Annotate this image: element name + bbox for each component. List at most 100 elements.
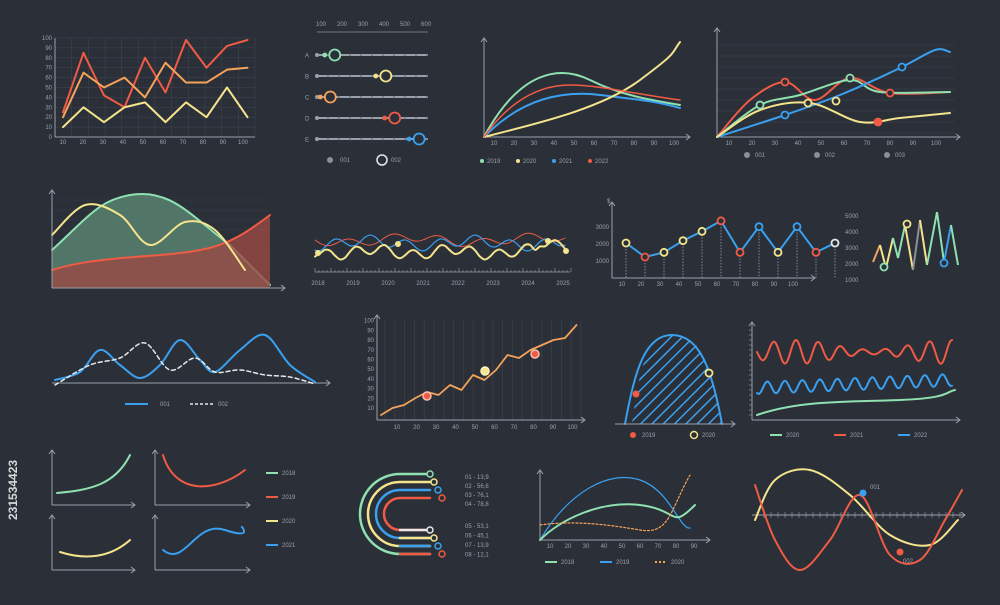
radial-bar xyxy=(366,480,432,548)
y-tick-label: 50 xyxy=(45,86,52,92)
data-point xyxy=(621,238,631,248)
legend-label: 2020 xyxy=(671,560,685,566)
y-axis-arrow xyxy=(480,37,488,43)
legend-marker xyxy=(744,152,750,158)
legend-marker xyxy=(630,432,636,438)
x-axis-arrow xyxy=(245,501,251,509)
y-tick-label: 20 xyxy=(45,115,52,121)
chart-slider-set: 100 200 300 400 500 600 A B C D E 001 002 xyxy=(305,22,432,166)
x-tick-label: 30 xyxy=(772,141,779,147)
x-tick-label: 2025 xyxy=(556,281,570,287)
data-point xyxy=(563,248,569,254)
chart-curves-dashed: 10 20 30 40 50 60 70 80 90 2018 2019 2020 xyxy=(536,469,711,566)
x-tick-label: 40 xyxy=(120,140,127,146)
y-axis-arrow xyxy=(151,514,159,520)
slider-label: A xyxy=(305,54,309,60)
data-point xyxy=(632,390,640,398)
radial-label: 08 - 12,1 xyxy=(465,553,489,559)
chart-timeline-wave: 2018 2019 2020 2021 2022 2023 2024 2025 xyxy=(311,232,572,287)
series-line-2022 xyxy=(756,373,953,395)
y-tick-label: 4000 xyxy=(845,230,859,236)
bar-end xyxy=(430,534,438,542)
slider-start xyxy=(315,53,319,57)
data-point xyxy=(659,247,669,257)
data-point xyxy=(845,73,855,83)
y-tick-label: 80 xyxy=(45,56,52,62)
legend-label: 2018 xyxy=(561,560,575,566)
legend-marker xyxy=(884,152,890,158)
chart-rising-grid: 10 20 30 40 50 60 70 80 90 100 10 20 30 40 50 60 70 80 90 1… xyxy=(364,314,586,431)
y-tick-label: 90 xyxy=(367,328,374,334)
x-tick-label: 20 xyxy=(638,282,645,288)
radial-bar xyxy=(374,488,432,540)
x-tick-label: 20 xyxy=(80,140,87,146)
series-line-2020 xyxy=(756,389,956,416)
chart-wave-dashed: 001 002 xyxy=(52,333,331,408)
slider-start xyxy=(315,137,319,141)
bar-end xyxy=(438,494,446,502)
series-line-yellow xyxy=(483,41,681,138)
slider-handle xyxy=(412,132,426,146)
y-tick-label: 40 xyxy=(45,95,52,101)
y-axis-arrow xyxy=(48,189,56,195)
y-axis-arrow xyxy=(151,449,159,455)
data-point xyxy=(831,96,841,106)
x-tick-label: 80 xyxy=(200,140,207,146)
x-tick-label: 100 xyxy=(669,141,680,147)
chart-zigzag-dollar: $1000 2000 3000 10 20 30 40 50 60 70 80 90 100 xyxy=(596,199,840,288)
y-tick-label: 3000 xyxy=(596,225,610,231)
x-tick-label: 90 xyxy=(220,140,227,146)
x-tick-label: 80 xyxy=(887,141,894,147)
y-tick-label: 60 xyxy=(367,358,374,364)
legend-label: 2021 xyxy=(850,433,864,439)
series-line-orange xyxy=(380,324,578,416)
x-tick-label: 60 xyxy=(714,282,721,288)
x-tick-label: 60 xyxy=(160,140,167,146)
legend-label: 001 xyxy=(755,153,766,159)
series-line-blue xyxy=(314,234,566,252)
x-tick-label: 80 xyxy=(673,544,680,550)
legend-label: 002 xyxy=(825,153,836,159)
y-tick-label: 3000 xyxy=(845,246,859,252)
series-line-002 xyxy=(54,342,316,386)
y-axis-arrow xyxy=(608,201,616,207)
y-tick-label: 70 xyxy=(367,348,374,354)
legend-marker xyxy=(480,159,484,163)
series-segment xyxy=(897,224,906,259)
x-tick-label: 100 xyxy=(567,425,578,431)
x-tick-label: 20 xyxy=(511,141,518,147)
series-line-yellow xyxy=(716,101,951,138)
series-line-yellow xyxy=(62,86,249,129)
series-line-2019 xyxy=(539,476,691,541)
y-tick-label: 10 xyxy=(45,125,52,131)
chart-hatched-bell: 2019 2020 xyxy=(615,334,736,440)
radial-label: 01 - 13,9 xyxy=(465,475,489,481)
y-tick-label: 2000 xyxy=(845,262,859,268)
radial-label: 07 - 13,9 xyxy=(465,543,489,549)
series-line-blue xyxy=(716,48,951,138)
legend-label: 2021 xyxy=(559,159,573,165)
series-line-blue xyxy=(624,334,723,425)
series-segment xyxy=(872,244,881,263)
legend-label: 003 xyxy=(895,153,906,159)
chart-gradient-zigzag: 5000 4000 3000 2000 1000 xyxy=(845,211,959,284)
bar-end xyxy=(438,550,446,558)
x-tick-label: 40 xyxy=(601,544,608,550)
slider-handle xyxy=(328,48,342,62)
series-segment xyxy=(912,219,921,271)
series-segment xyxy=(936,211,945,263)
bar-end xyxy=(426,470,434,478)
chart-line-grid: 0 10 20 30 40 50 60 70 80 90 100 10 20 30 40 50 60 70 80 90… xyxy=(42,36,256,146)
x-tick-label: 70 xyxy=(611,141,618,147)
y-tick-label: 90 xyxy=(45,46,52,52)
series-segment xyxy=(919,219,928,266)
x-tick-label: 2024 xyxy=(521,281,535,287)
series-line-red xyxy=(62,38,249,114)
data-point xyxy=(792,222,802,232)
x-tick-label: 10 xyxy=(394,425,401,431)
x-axis-arrow xyxy=(960,511,966,519)
x-axis-arrow xyxy=(130,566,136,574)
x-tick-label: 100 xyxy=(788,282,799,288)
chart-mini-grid: 2018 2019 2020 2021 xyxy=(48,449,296,574)
series-line-mini xyxy=(59,539,131,558)
